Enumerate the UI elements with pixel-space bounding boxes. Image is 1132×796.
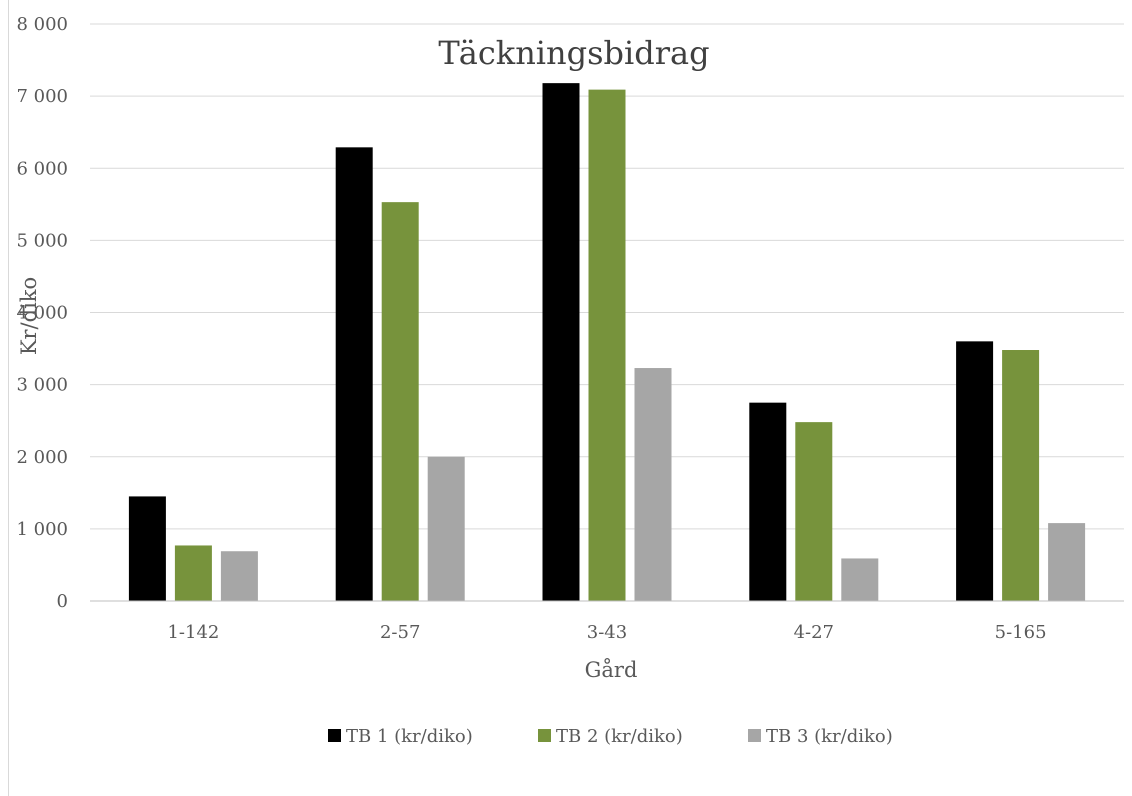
- chart-title: Täckningsbidrag: [438, 34, 709, 72]
- x-tick-label: 1-142: [167, 622, 219, 643]
- bars: [128, 83, 1086, 602]
- bar-series-3-5-165: [1048, 523, 1086, 601]
- bar-series-1-5-165: [956, 341, 994, 601]
- legend-swatch: [748, 729, 761, 742]
- bar-series-1-3-43: [542, 83, 580, 601]
- bar-series-2-2-57: [381, 202, 419, 601]
- y-tick-label: 4 000: [16, 303, 68, 324]
- y-tick-label: 5 000: [16, 230, 68, 251]
- y-tick-label: 8 000: [16, 14, 68, 35]
- y-tick-label: 6 000: [16, 158, 68, 179]
- bar-series-3-4-27: [841, 558, 879, 601]
- bar-series-2-4-27: [795, 422, 833, 601]
- bar-series-2-3-43: [588, 89, 626, 601]
- bar-series-2-5-165: [1002, 350, 1040, 601]
- y-axis-title: Kr/diko: [17, 277, 41, 355]
- bar-series-1-1-142: [128, 496, 166, 601]
- bar-series-1-2-57: [335, 147, 373, 602]
- legend-swatch: [328, 729, 341, 742]
- y-tick-label: 1 000: [16, 519, 68, 540]
- y-tick-label: 0: [57, 591, 68, 612]
- x-tick-label: 2-57: [380, 622, 420, 643]
- y-tick-label: 2 000: [16, 447, 68, 468]
- y-tick-label: 3 000: [16, 375, 68, 396]
- bar-series-3-2-57: [427, 456, 465, 601]
- y-tick-label: 7 000: [16, 86, 68, 107]
- y-axis-tick-labels: 0 1 000 2 000 3 000 4 000 5 000 6 000 7 000 8 00…: [16, 14, 68, 612]
- bar-series-3-3-43: [634, 368, 672, 601]
- bar-series-2-1-142: [174, 545, 212, 601]
- legend-label: TB 2 (kr/diko): [556, 726, 683, 747]
- x-tick-label: 4-27: [794, 622, 834, 643]
- legend-label: TB 1 (kr/diko): [346, 726, 473, 747]
- legend-label: TB 3 (kr/diko): [766, 726, 893, 747]
- x-axis-tick-labels: 1-142 2-57 3-43 4-27 5-165: [167, 622, 1046, 643]
- bar-series-3-1-142: [220, 551, 258, 601]
- x-tick-label: 5-165: [995, 622, 1047, 643]
- x-axis-title: Gård: [585, 658, 638, 682]
- x-tick-label: 3-43: [587, 622, 627, 643]
- bar-series-1-4-27: [749, 402, 787, 601]
- legend: TB 1 (kr/diko) TB 2 (kr/diko) TB 3 (kr/dik…: [328, 726, 893, 747]
- legend-swatch: [538, 729, 551, 742]
